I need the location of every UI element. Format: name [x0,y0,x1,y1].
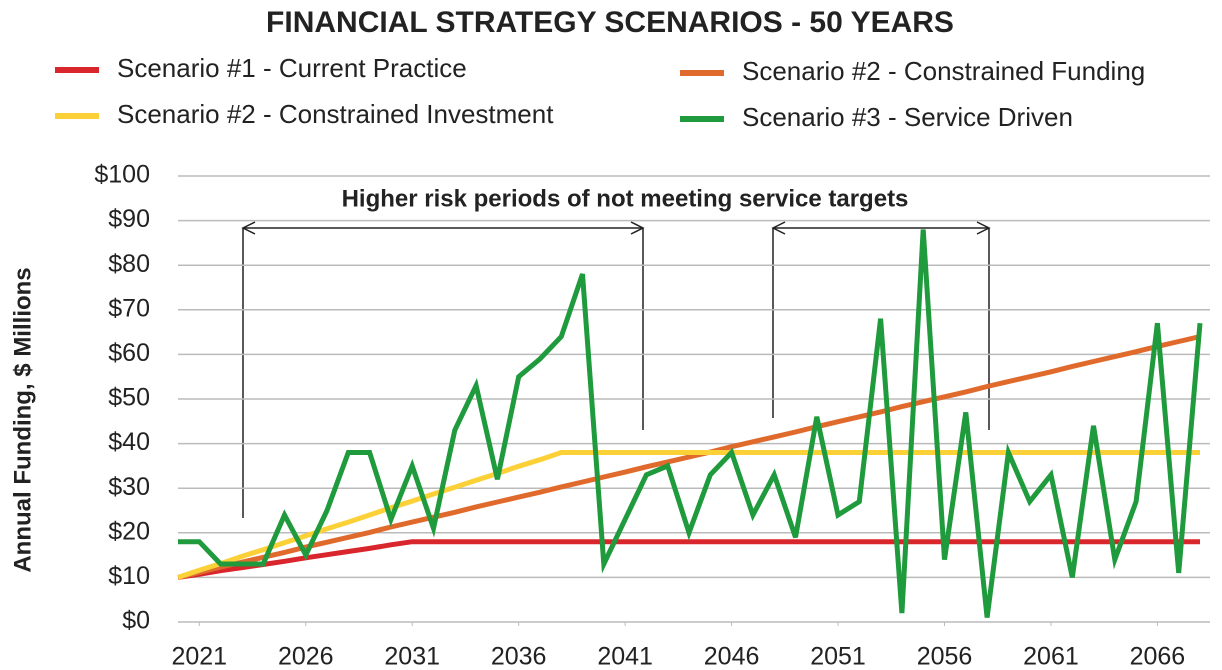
legend-label: Scenario #2 - Constrained Investment [117,99,554,129]
y-tick-label: $40 [108,428,150,456]
y-tick-label: $10 [108,562,150,590]
y-axis-label: Annual Funding, $ Millions [9,267,36,572]
chart-title: FINANCIAL STRATEGY SCENARIOS - 50 YEARS [266,6,954,39]
legend-label: Scenario #1 - Current Practice [117,53,467,83]
legend-label: Scenario #3 - Service Driven [742,102,1073,132]
x-tick-label: 2026 [278,643,334,670]
x-tick-label: 2061 [1023,643,1079,670]
legend-label: Scenario #2 - Constrained Funding [742,56,1145,86]
annotation: Higher risk periods of not meeting servi… [342,185,909,212]
x-tick-label: 2041 [597,643,653,670]
x-tick-label: 2036 [491,643,547,670]
y-tick-label: $90 [108,205,150,233]
y-tick-label: $60 [108,339,150,367]
x-tick-label: 2066 [1130,643,1186,670]
x-tick-label: 2021 [171,643,227,670]
x-tick-label: 2056 [917,643,973,670]
y-tick-label: $80 [108,250,150,278]
series-line [177,334,1201,580]
y-tick-label: $50 [108,384,150,412]
y-tick-label: $20 [108,517,150,545]
series-line [177,450,1200,580]
y-tick-label: $70 [108,294,150,322]
y-tick-label: $0 [122,607,150,635]
x-tick-label: 2031 [384,643,440,670]
annotation-brackets [241,221,991,518]
series-line [177,539,1200,580]
x-tick-label: 2046 [704,643,760,670]
x-tick-label: 2051 [810,643,866,670]
y-tick-label: $30 [108,473,150,501]
series-line [178,229,1203,618]
y-tick-label: $100 [94,161,150,189]
